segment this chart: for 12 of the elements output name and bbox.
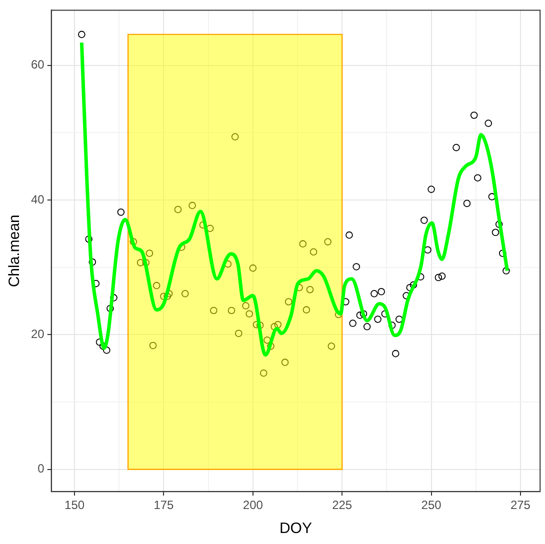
x-tick-label: 150 (64, 498, 85, 512)
y-axis-title: Chla.mean (6, 214, 24, 288)
y-tick-label: 40 (30, 192, 45, 206)
x-tick-label: 200 (242, 498, 264, 512)
x-tick-label: 175 (154, 498, 174, 512)
x-tick-label: 250 (421, 498, 442, 512)
y-tick-label: 0 (38, 462, 45, 476)
x-axis-title: DOY (279, 520, 312, 538)
y-tick-label: 20 (30, 327, 45, 342)
y-tick-label: 60 (30, 58, 45, 72)
x-tick-label: 275 (510, 498, 531, 512)
x-tick-label: 225 (332, 498, 352, 512)
